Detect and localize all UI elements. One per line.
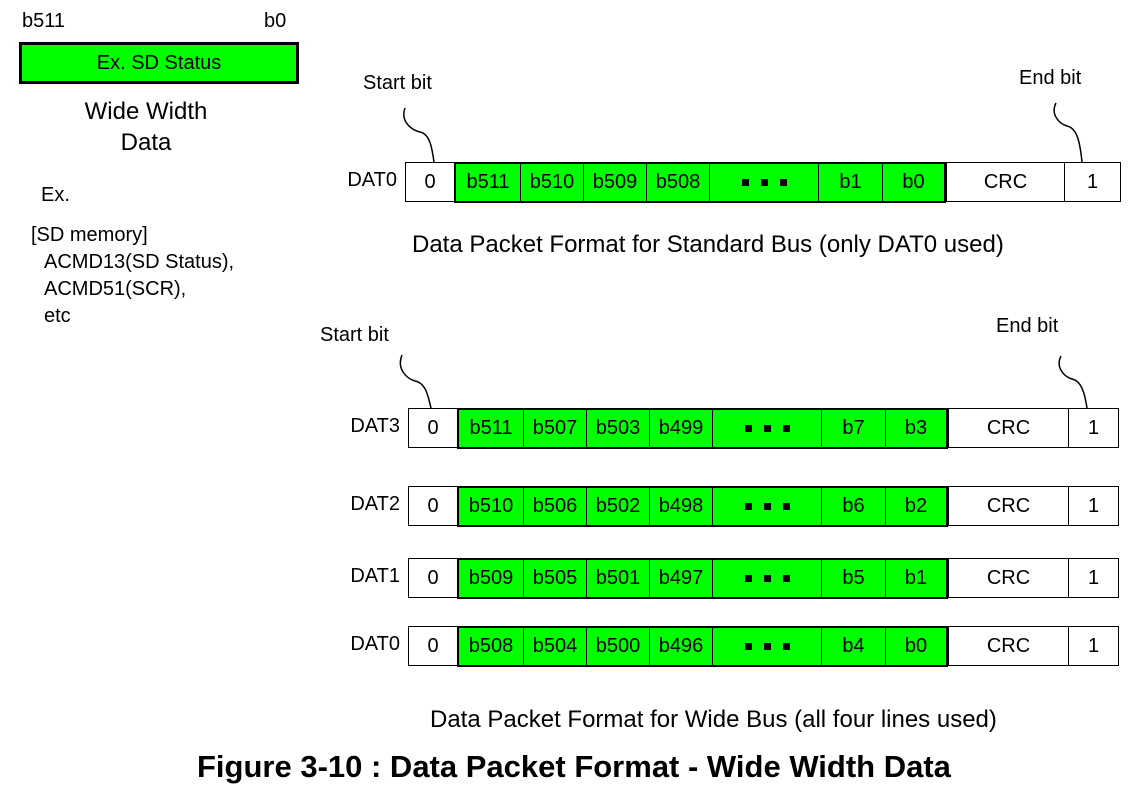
data-bit-cell: b7 xyxy=(821,409,885,448)
packet-row: 0 b511 b507 b503 b499 b7 b3 CRC 1 xyxy=(408,407,1119,449)
example-line: etc xyxy=(44,305,71,327)
std-end-bit-label: End bit xyxy=(1019,67,1082,89)
wide-end-bit-label: End bit xyxy=(996,315,1059,337)
data-bit-cell: b2 xyxy=(885,487,946,526)
packet-row: 0 b508 b504 b500 b496 b4 b0 CRC 1 xyxy=(408,625,1119,667)
data-bit-cell: b499 xyxy=(649,409,712,448)
ellipsis-dots xyxy=(741,179,787,186)
wide-end-leader xyxy=(1058,355,1088,409)
data-bit-cell: b6 xyxy=(821,487,885,526)
line-label: DAT0 xyxy=(350,633,400,655)
data-bit-cell: b498 xyxy=(649,487,712,526)
data-bit-cell: b505 xyxy=(523,559,586,598)
data-bit-cell: b506 xyxy=(523,487,586,526)
data-bits-group: b511 b507 b503 b499 b7 b3 xyxy=(457,407,948,449)
wide-start-leader xyxy=(399,354,432,409)
register-box-label: Ex. SD Status xyxy=(96,52,222,74)
data-bits-group: b508 b504 b500 b496 b4 b0 xyxy=(457,625,948,667)
line-label: DAT0 xyxy=(347,169,397,191)
data-bit-cell: b510 xyxy=(520,163,583,202)
end-bit-cell: 1 xyxy=(1068,559,1118,597)
line-label: DAT2 xyxy=(350,493,400,515)
data-bit-cell: b1 xyxy=(885,559,946,598)
line-label: DAT1 xyxy=(350,565,400,587)
data-bit-cell: b504 xyxy=(523,627,586,666)
end-bit-cell: 1 xyxy=(1068,627,1118,665)
start-bit-cell: 0 xyxy=(427,494,439,517)
data-bit-cell: b511 xyxy=(466,171,510,193)
register-caption: Wide Width Data xyxy=(40,96,252,158)
data-bit-cell: b511 xyxy=(469,417,513,439)
wide-start-bit-label: Start bit xyxy=(320,324,389,346)
standard-bus-caption: Data Packet Format for Standard Bus (onl… xyxy=(412,231,1004,258)
ellipsis-cell xyxy=(712,487,821,526)
wide-bus-caption: Data Packet Format for Wide Bus (all fou… xyxy=(430,706,997,733)
ellipsis-dots xyxy=(744,503,790,510)
start-bit-cell: 0 xyxy=(427,634,439,657)
data-bit-cell: b0 xyxy=(885,627,946,666)
end-bit-cell: 1 xyxy=(1068,487,1118,525)
data-bit-cell: b508 xyxy=(646,163,709,202)
data-bits-group: b511 b510 b509 b508 b1 b0 xyxy=(454,161,946,203)
ellipsis-cell xyxy=(712,627,821,666)
data-bits-group: b510 b506 b502 b498 b6 b2 xyxy=(457,485,948,527)
std-end-leader xyxy=(1053,102,1083,163)
ellipsis-cell xyxy=(712,409,821,448)
end-bit-cell: 1 xyxy=(1068,409,1118,447)
start-bit-cell: 0 xyxy=(427,416,439,439)
example-heading: Ex. xyxy=(41,184,70,206)
data-bit-cell: b496 xyxy=(649,627,712,666)
ellipsis-dots xyxy=(744,425,790,432)
data-bit-cell: b509 xyxy=(468,567,514,589)
ellipsis-cell xyxy=(712,559,821,598)
data-bit-cell: b4 xyxy=(821,627,885,666)
crc-cell: CRC xyxy=(946,163,1064,201)
register-caption-line2: Data xyxy=(120,129,172,156)
data-bit-cell: b502 xyxy=(586,487,649,526)
packet-row: 0 b509 b505 b501 b497 b5 b1 CRC 1 xyxy=(408,557,1119,599)
data-bits-group: b509 b505 b501 b497 b5 b1 xyxy=(457,557,948,599)
figure-caption: Figure 3-10 : Data Packet Format - Wide … xyxy=(197,749,951,784)
data-bit-cell: b5 xyxy=(821,559,885,598)
example-list: [SD memory] ACMD13(SD Status), ACMD51(SC… xyxy=(31,222,234,330)
data-bit-cell: b508 xyxy=(468,635,514,657)
data-bit-cell: b503 xyxy=(586,409,649,448)
crc-cell: CRC xyxy=(948,627,1068,665)
data-bit-cell: b507 xyxy=(523,409,586,448)
ellipsis-dots xyxy=(744,575,790,582)
example-line: ACMD51(SCR), xyxy=(44,278,187,300)
register-caption-line1: Wide Width xyxy=(84,98,208,125)
ellipsis-dots xyxy=(744,643,790,650)
data-bit-cell: b497 xyxy=(649,559,712,598)
register-msb-label: b511 xyxy=(22,10,66,32)
std-start-leader xyxy=(403,107,435,163)
crc-cell: CRC xyxy=(948,559,1068,597)
start-bit-cell: 0 xyxy=(427,566,439,589)
data-bit-cell: b3 xyxy=(885,409,946,448)
std-start-bit-label: Start bit xyxy=(363,72,432,94)
crc-cell: CRC xyxy=(948,409,1068,447)
data-bit-cell: b0 xyxy=(882,163,944,202)
packet-row: 0 b511 b510 b509 b508 b1 b0 CRC 1 xyxy=(405,161,1121,203)
start-bit-cell: 0 xyxy=(424,170,436,193)
end-bit-cell: 1 xyxy=(1064,163,1120,201)
crc-cell: CRC xyxy=(948,487,1068,525)
data-bit-cell: b500 xyxy=(586,627,649,666)
data-bit-cell: b510 xyxy=(468,495,514,517)
data-bit-cell: b1 xyxy=(818,163,882,202)
example-line: ACMD13(SD Status), xyxy=(44,251,235,273)
packet-row: 0 b510 b506 b502 b498 b6 b2 CRC 1 xyxy=(408,485,1119,527)
ellipsis-cell xyxy=(709,163,818,202)
example-line: [SD memory] xyxy=(31,224,148,246)
register-box: Ex. SD Status xyxy=(19,42,299,84)
data-bit-cell: b509 xyxy=(583,163,646,202)
data-bit-cell: b501 xyxy=(586,559,649,598)
register-lsb-label: b0 xyxy=(264,10,287,32)
line-label: DAT3 xyxy=(350,415,400,437)
